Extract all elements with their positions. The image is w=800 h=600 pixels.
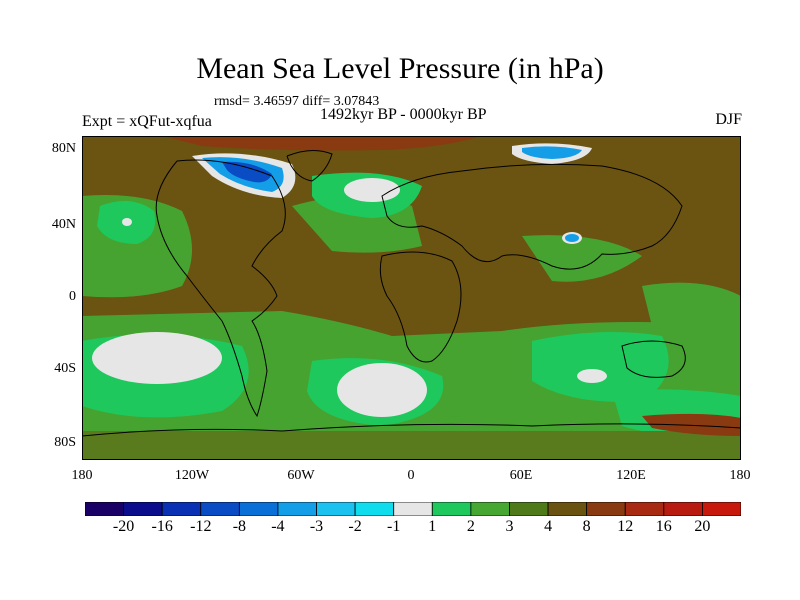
colorbar-label: 12 (617, 518, 634, 535)
colorbar-label: 8 (582, 518, 591, 535)
colorbar-label: -1 (387, 518, 401, 535)
colorbar-label: -2 (348, 518, 362, 535)
colorbar-swatch (123, 502, 163, 516)
colorbar-label: -16 (151, 518, 173, 535)
y-tick-label: 0 (69, 289, 76, 304)
colorbar-swatch (586, 502, 626, 516)
negative-anomaly-regions (192, 143, 592, 242)
coastlines (82, 150, 741, 437)
colorbar-swatch (277, 502, 317, 516)
map-frame (82, 136, 741, 460)
colorbar-label: -8 (232, 518, 247, 535)
experiment-label: Expt = xQFut-xqfua (82, 113, 212, 130)
y-tick-label: 80N (51, 141, 76, 156)
colorbar-swatch (547, 502, 588, 516)
pressure-map (82, 136, 741, 460)
y-tick-label: 40S (54, 361, 76, 376)
colorbar (85, 502, 741, 516)
colorbar-swatch (316, 502, 356, 516)
colorbar-swatch (85, 502, 124, 516)
colorbar-swatch (354, 502, 395, 516)
colorbar-label: 3 (505, 518, 514, 535)
x-tick-label: 60W (287, 468, 315, 483)
x-tick-label: 180 (729, 468, 751, 483)
polar-bands (82, 431, 741, 460)
colorbar-label: 2 (466, 518, 475, 535)
colorbar-swatch (624, 502, 665, 516)
y-tick-label: 40N (51, 217, 76, 232)
colorbar-swatch (393, 502, 433, 516)
colorbar-label: 16 (655, 518, 672, 535)
colorbar-swatch (161, 502, 202, 516)
colorbar-label: 4 (544, 518, 553, 535)
colorbar-swatch (431, 502, 472, 516)
period-label: 1492kyr BP - 0000kyr BP (320, 106, 487, 123)
colorbar-label: 20 (694, 518, 711, 535)
colorbar-swatch (200, 502, 240, 516)
colorbar-label: -3 (309, 518, 324, 535)
season-label: DJF (715, 111, 742, 128)
colorbar-swatch (470, 502, 510, 516)
colorbar-swatch (663, 502, 703, 516)
colorbar-label: -20 (112, 518, 135, 535)
colorbar-label: -12 (190, 518, 212, 535)
near-zero-regions (92, 178, 607, 417)
y-tick-label: 80S (54, 435, 76, 450)
colorbar-label: -4 (271, 518, 285, 535)
x-tick-label: 0 (407, 468, 415, 483)
x-tick-label: 60E (509, 468, 533, 483)
x-tick-label: 180 (71, 468, 93, 483)
colorbar-label: 1 (428, 518, 437, 535)
rmsd-diff-stats: rmsd= 3.46597 diff= 3.07843 (214, 94, 380, 109)
x-tick-label: 120W (174, 468, 210, 483)
colorbar-swatch (238, 502, 279, 516)
x-tick-label: 120E (616, 468, 646, 483)
map-title: Mean Sea Level Pressure (in hPa) (196, 52, 604, 85)
colorbar-swatch (702, 502, 741, 516)
colorbar-swatch (509, 502, 549, 516)
